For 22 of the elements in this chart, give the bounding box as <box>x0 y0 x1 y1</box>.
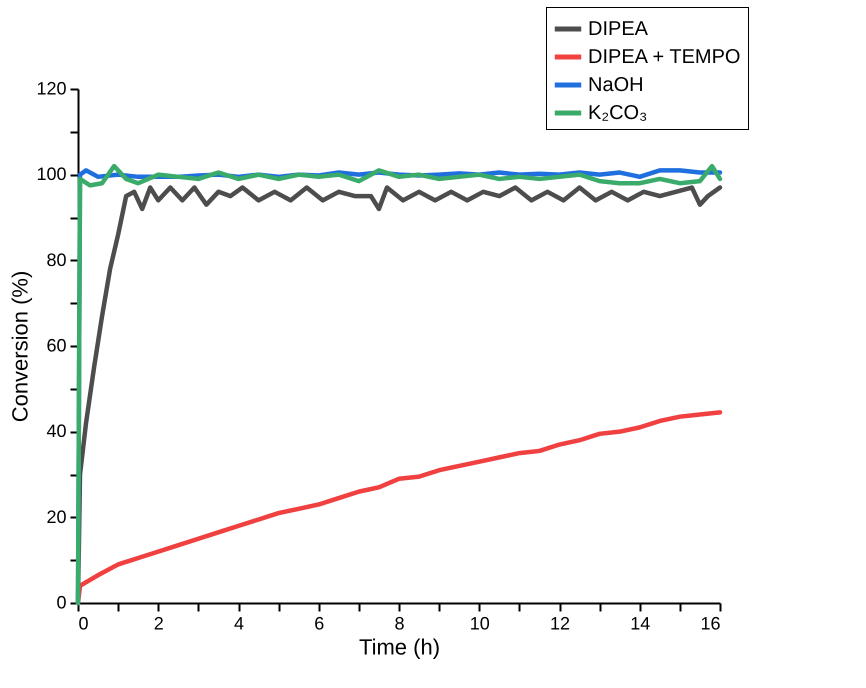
y-tick-label: 60 <box>46 336 66 356</box>
x-tick-label: 4 <box>234 614 244 634</box>
x-tick-label: 2 <box>154 614 164 634</box>
x-tick-label: 10 <box>470 614 490 634</box>
y-tick-label: 0 <box>56 592 66 612</box>
x-tick-label: 14 <box>630 614 650 634</box>
x-tick-label: 0 <box>78 614 89 634</box>
y-tick-label: 80 <box>46 250 66 270</box>
y-tick-label: 100 <box>36 164 66 184</box>
legend-label: DIPEA <box>588 18 649 40</box>
y-axis-title: Conversion (%) <box>7 270 32 422</box>
x-axis-title: Time (h) <box>358 634 440 660</box>
legend-label: NaOH <box>588 74 644 96</box>
x-tick-label: 12 <box>550 614 570 634</box>
y-tick-label: 120 <box>36 78 66 98</box>
legend-label: DIPEA + TEMPO <box>588 46 740 68</box>
y-tick-label: 20 <box>46 506 66 527</box>
x-tick-label: 6 <box>314 614 324 634</box>
legend-label: K₂CO₃ <box>588 102 648 124</box>
x-tick-label: 8 <box>394 614 405 634</box>
y-tick-label: 40 <box>46 421 66 442</box>
x-tick-label: 16 <box>700 614 720 634</box>
